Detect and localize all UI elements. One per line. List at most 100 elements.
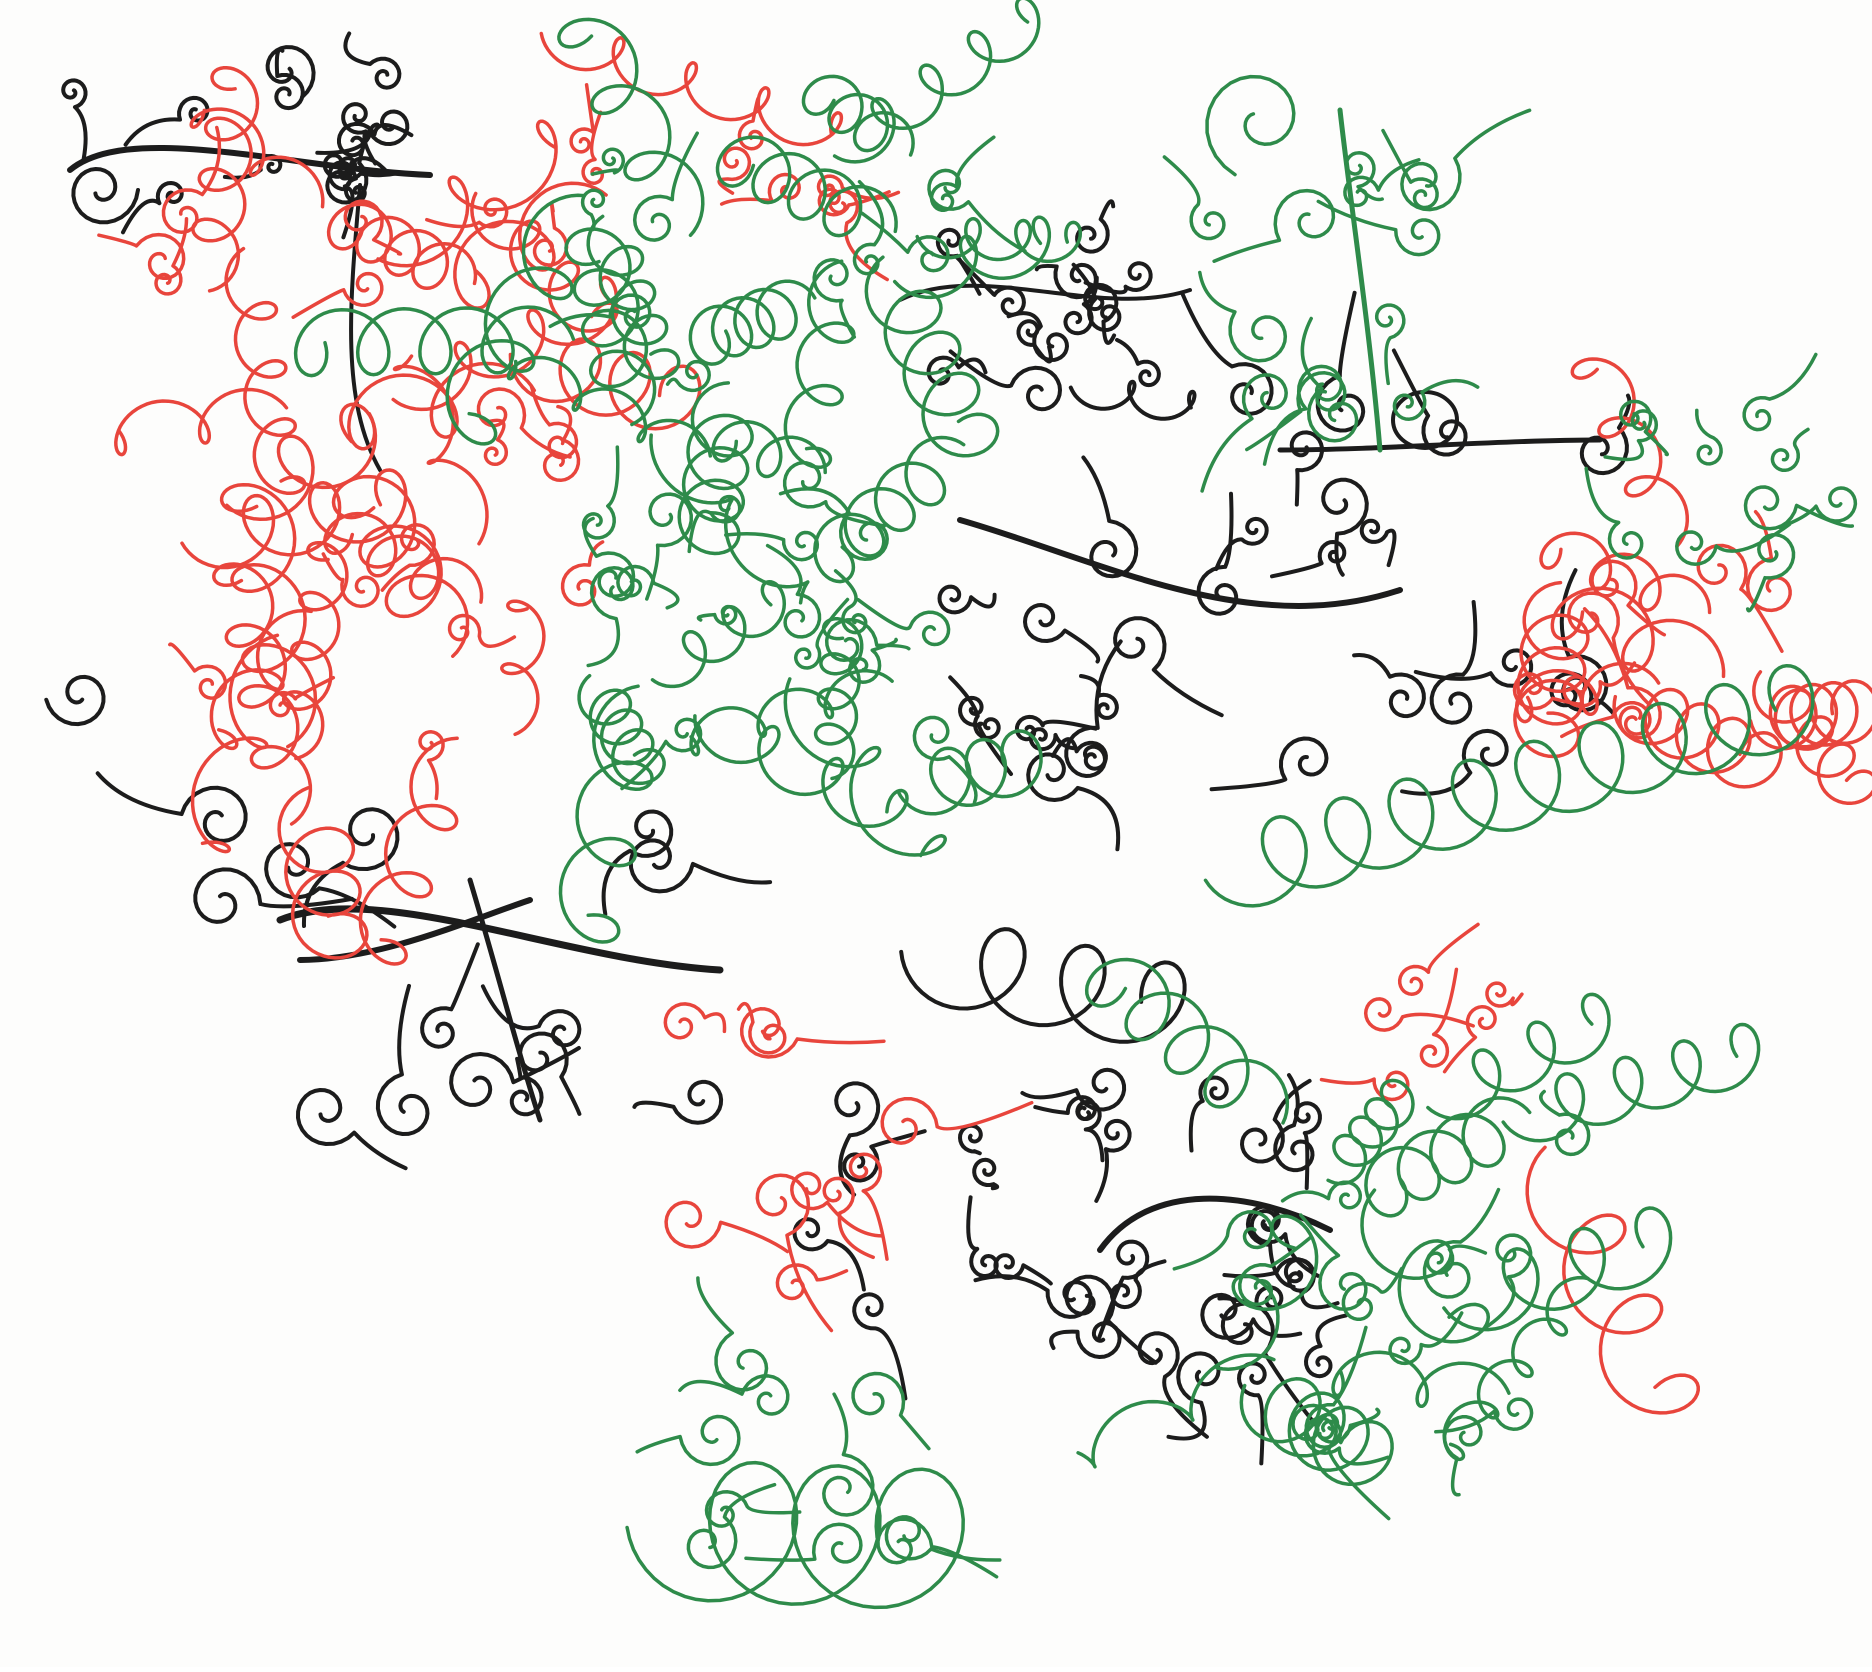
top-left-black-flourish — [295, 69, 301, 75]
right-black-branch — [1146, 516, 1152, 522]
bottom-left-green-red-loops — [930, 1591, 936, 1597]
upper-left-red-loops — [170, 644, 226, 698]
lower-left-black-bow — [542, 956, 548, 962]
upper-center-green-tangle — [571, 85, 594, 152]
bottom-left-green-red-loops — [917, 1506, 923, 1512]
upper-center-green-tangle — [635, 133, 698, 240]
upper-center-green-tangle — [695, 716, 907, 826]
bottom-left-green-red-loops — [853, 1487, 859, 1493]
bottom-left-green-red-loops — [760, 1445, 766, 1451]
upper-left-red-loops — [323, 554, 378, 606]
upper-center-green-tangle — [785, 679, 945, 856]
bottom-center-black-cluster — [1015, 1386, 1021, 1392]
upper-center-green-tangle — [815, 438, 964, 582]
bottom-center-black-cluster — [1067, 1277, 1156, 1363]
top-right-green-sprig — [1164, 157, 1224, 239]
upper-center-green-tangle — [559, 19, 703, 235]
bottom-left-green-red-loops — [665, 1004, 724, 1038]
bottom-center-black-cluster — [1296, 1103, 1320, 1188]
bottom-left-green-red-loops — [774, 1436, 780, 1442]
top-left-black-flourish — [268, 47, 314, 97]
bottom-center-black-cluster — [1028, 1458, 1034, 1464]
right-black-branch — [1195, 525, 1201, 531]
right-black-branch — [1083, 458, 1136, 577]
right-black-branch — [1155, 509, 1161, 515]
upper-center-green-tangle — [647, 494, 691, 599]
lower-left-black-bow — [385, 996, 391, 1002]
bottom-right-green-loops — [1283, 1182, 1361, 1208]
top-right-green-sprig — [1407, 427, 1413, 433]
right-black-branch — [1167, 567, 1173, 573]
bottom-center-black-cluster — [1306, 1316, 1346, 1377]
upper-left-red-loops — [395, 356, 488, 544]
top-left-black-flourish — [284, 116, 302, 134]
lower-left-black-bow — [592, 896, 598, 902]
top-right-green-sprig — [1377, 305, 1404, 383]
bottom-center-black-cluster — [1014, 895, 1020, 901]
bottom-left-green-red-loops — [666, 1202, 787, 1251]
lower-left-black-bow — [443, 1054, 449, 1060]
right-black-branch — [1161, 706, 1167, 712]
bottom-center-black-cluster — [1076, 1458, 1082, 1464]
lower-left-black-bow — [378, 986, 428, 1134]
bottom-center-black-cluster — [1007, 1215, 1013, 1221]
bottom-center-black-cluster — [1007, 877, 1013, 883]
upper-center-green-tangle — [858, 600, 949, 645]
lower-left-black-bow — [98, 773, 246, 841]
upper-center-green-tangle — [689, 497, 740, 552]
upper-left-red-loops — [99, 235, 184, 279]
bottom-center-black-cluster — [950, 1276, 956, 1282]
right-black-branch — [1212, 739, 1327, 790]
lower-left-black-bow — [631, 840, 770, 891]
right-red-loops — [1572, 359, 1687, 546]
right-black-branch — [1197, 537, 1203, 543]
lower-left-black-bow — [522, 922, 528, 928]
bottom-left-green-red-loops — [851, 1154, 888, 1259]
bottom-left-green-red-loops — [863, 1580, 869, 1586]
right-black-branch — [1187, 795, 1193, 801]
bottom-center-black-cluster — [901, 929, 1184, 1042]
right-black-branch — [1176, 751, 1182, 757]
lower-left-black-bow — [419, 996, 425, 1002]
right-black-branch — [1292, 432, 1322, 504]
right-black-branch — [1188, 558, 1194, 564]
bottom-center-black-cluster — [1147, 1025, 1153, 1031]
top-left-black-flourish — [345, 34, 399, 88]
right-black-branch — [1195, 548, 1201, 554]
right-black-branch — [1394, 351, 1466, 455]
right-red-loops — [1552, 588, 1723, 676]
lower-left-black-bow — [280, 909, 720, 970]
bottom-right-green-loops — [1425, 1190, 1499, 1297]
right-black-branch — [1216, 519, 1267, 569]
bottom-left-green-red-loops — [844, 1517, 850, 1523]
bottom-center-black-cluster — [1089, 1386, 1095, 1392]
bottom-center-black-cluster — [960, 1126, 981, 1154]
bottom-center-black-cluster — [1077, 1102, 1102, 1160]
right-black-branch — [1168, 734, 1174, 740]
right-black-branch — [1172, 743, 1178, 749]
bottom-right-red-loops — [1445, 1007, 1496, 1072]
top-right-green-sprig — [1427, 434, 1433, 440]
bottom-center-black-cluster — [1015, 1448, 1021, 1454]
bottom-right-red-loops — [1322, 1072, 1408, 1099]
right-green-loops — [1772, 429, 1808, 470]
lower-left-black-bow — [371, 1006, 377, 1012]
bottom-left-green-red-loops — [930, 1513, 936, 1519]
bottom-left-green-red-loops — [743, 1471, 749, 1477]
lower-left-black-bow — [470, 880, 540, 1120]
lower-left-black-bow — [433, 1068, 439, 1074]
lower-left-black-bow — [582, 887, 588, 893]
bottom-center-black-cluster — [1097, 1009, 1103, 1015]
bottom-left-green-red-loops — [680, 1376, 788, 1414]
bottom-left-green-red-loops — [805, 1431, 811, 1437]
bottom-right-red-loops — [1366, 999, 1474, 1030]
right-black-branch — [1178, 565, 1184, 571]
bottom-center-black-cluster — [1007, 1400, 1013, 1406]
upper-left-red-loops — [214, 564, 311, 824]
right-black-branch — [1139, 525, 1145, 531]
bottom-center-black-cluster — [921, 1302, 927, 1308]
bottom-left-green-red-loops — [863, 1524, 869, 1530]
upper-center-green-tangle — [592, 149, 623, 174]
right-black-branch — [1139, 548, 1145, 554]
